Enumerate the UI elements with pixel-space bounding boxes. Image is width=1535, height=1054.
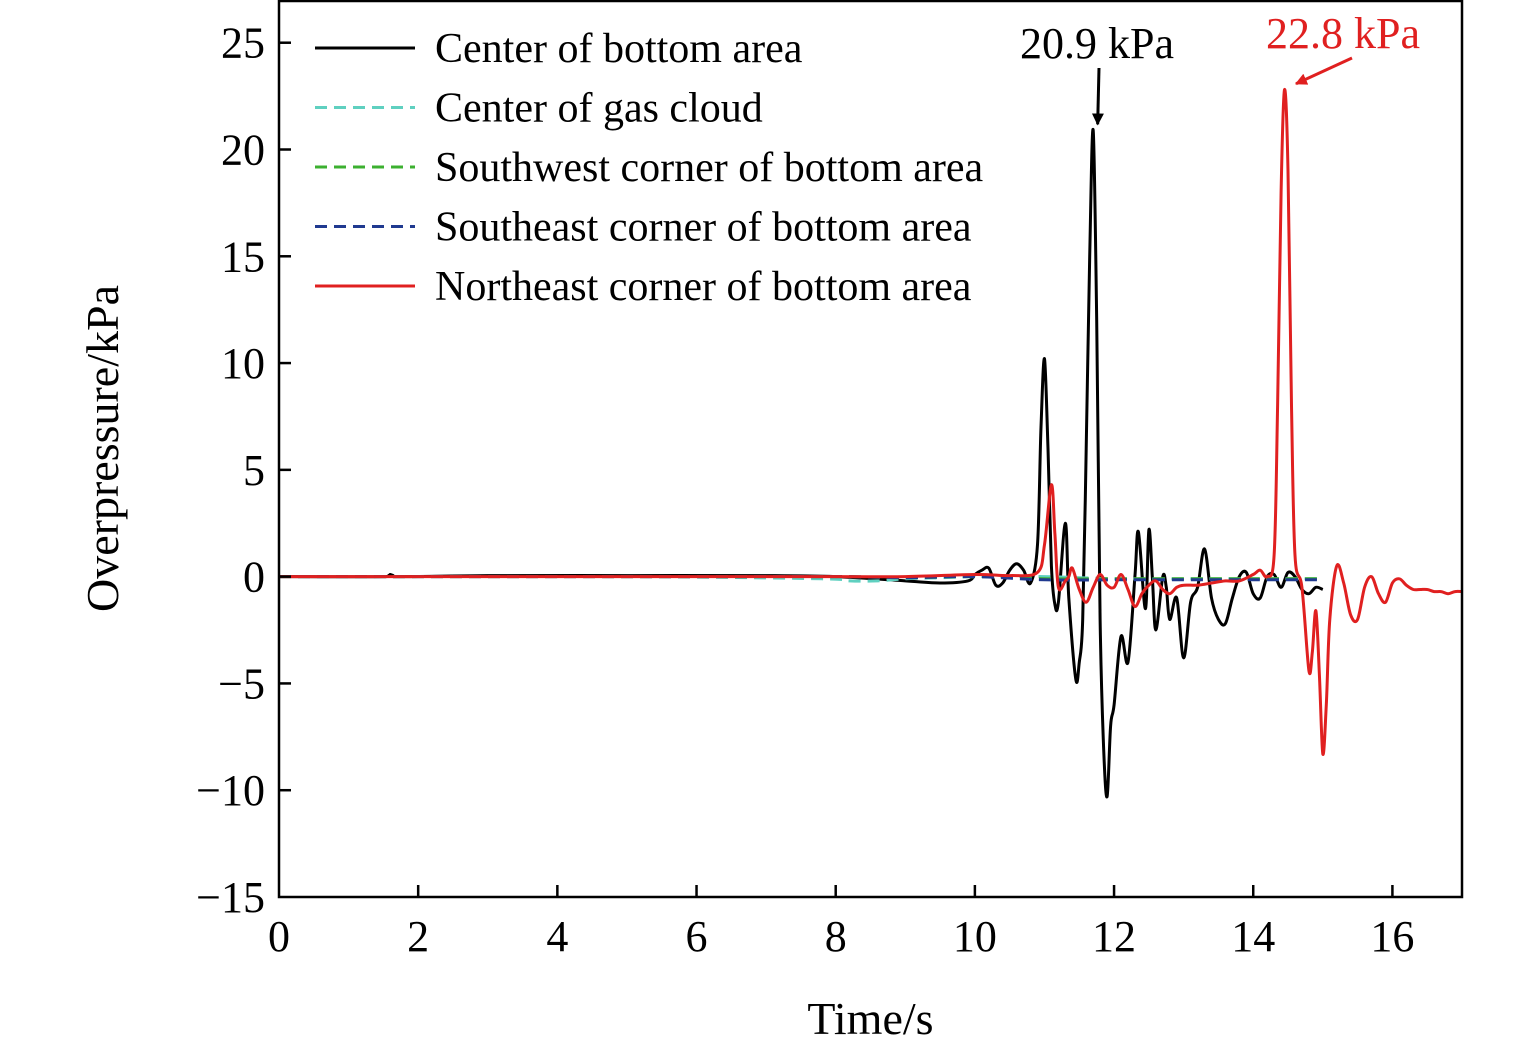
x-axis-title: Time/s <box>807 993 933 1044</box>
x-tick-label: 10 <box>953 912 997 961</box>
annotation-arrow <box>1294 56 1353 86</box>
series-line-0 <box>279 127 1324 799</box>
legend-label: Center of gas cloud <box>435 86 763 132</box>
y-tick-label: 25 <box>221 19 265 68</box>
legend: Center of bottom area Center of gas cloud… <box>315 26 984 310</box>
y-tick-label: −15 <box>196 873 265 922</box>
legend-label: Southeast corner of bottom area <box>435 205 972 251</box>
series-line-4 <box>279 88 1462 756</box>
annotation-label: 22.8 kPa <box>1266 9 1420 58</box>
series-group <box>279 88 1462 799</box>
annotation-label: 20.9 kPa <box>1020 19 1174 68</box>
y-tick-label: 0 <box>243 553 265 602</box>
x-tick-label: 16 <box>1370 912 1414 961</box>
annotations: 20.9 kPa 22.8 kPa <box>1020 9 1420 126</box>
y-tick-label: 10 <box>221 339 265 388</box>
x-tick-label: 8 <box>825 912 847 961</box>
x-tick-label: 2 <box>407 912 429 961</box>
y-tick-label: 15 <box>221 232 265 281</box>
y-tick-label: −5 <box>218 659 265 708</box>
y-tick-label: 5 <box>243 446 265 495</box>
x-tick-label: 12 <box>1092 912 1136 961</box>
x-tick-label: 14 <box>1231 912 1275 961</box>
plot-frame <box>277 0 1464 899</box>
x-tick-label: 0 <box>268 912 290 961</box>
legend-label: Center of bottom area <box>435 26 803 72</box>
y-axis-title: Overpressure/kPa <box>77 285 128 612</box>
y-tick-label: −10 <box>196 766 265 815</box>
y-tick-label: 20 <box>221 126 265 175</box>
annotation-arrow <box>1091 67 1104 126</box>
legend-label: Northeast corner of bottom area <box>435 264 972 310</box>
legend-label: Southwest corner of bottom area <box>435 145 984 191</box>
axis-ticks: 0 2 4 6 8 10 12 14 16 −15 −10 −5 0 5 10 15 20 25 <box>196 19 1414 961</box>
x-tick-label: 4 <box>546 912 568 961</box>
x-tick-label: 6 <box>686 912 708 961</box>
